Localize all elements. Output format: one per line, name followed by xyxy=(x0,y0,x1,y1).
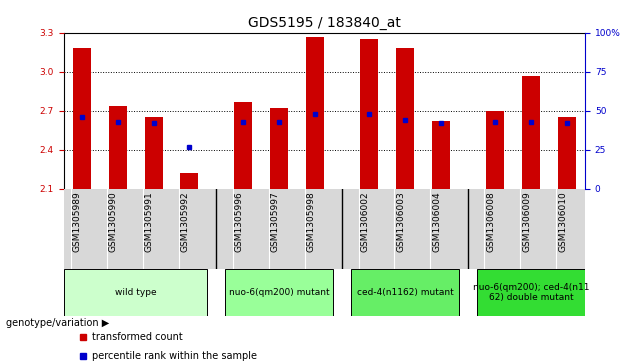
Text: GSM1305990: GSM1305990 xyxy=(109,191,118,252)
Bar xyxy=(109,106,127,189)
Bar xyxy=(522,76,540,189)
Bar xyxy=(181,173,198,189)
Text: nuo-6(qm200) mutant: nuo-6(qm200) mutant xyxy=(229,288,329,297)
Bar xyxy=(270,108,288,189)
Text: GSM1306010: GSM1306010 xyxy=(558,191,567,252)
Text: GSM1306004: GSM1306004 xyxy=(432,191,441,252)
Bar xyxy=(361,39,378,189)
Text: percentile rank within the sample: percentile rank within the sample xyxy=(92,351,257,361)
Text: wild type: wild type xyxy=(114,288,156,297)
Text: genotype/variation ▶: genotype/variation ▶ xyxy=(6,318,109,328)
Text: GSM1305997: GSM1305997 xyxy=(270,191,279,252)
Bar xyxy=(73,48,90,189)
Text: GSM1306002: GSM1306002 xyxy=(361,191,370,252)
Text: GSM1305991: GSM1305991 xyxy=(144,191,153,252)
Text: GSM1305996: GSM1305996 xyxy=(235,191,244,252)
Text: ced-4(n1162) mutant: ced-4(n1162) mutant xyxy=(357,288,453,297)
Bar xyxy=(64,269,207,316)
Text: GSM1306009: GSM1306009 xyxy=(522,191,531,252)
Text: transformed count: transformed count xyxy=(92,332,183,342)
Text: GSM1305992: GSM1305992 xyxy=(181,191,190,252)
Text: GSM1305998: GSM1305998 xyxy=(307,191,315,252)
Bar xyxy=(477,269,585,316)
Title: GDS5195 / 183840_at: GDS5195 / 183840_at xyxy=(248,16,401,30)
Bar xyxy=(351,269,459,316)
Text: GSM1306008: GSM1306008 xyxy=(486,191,495,252)
Bar xyxy=(486,111,504,189)
Text: nuo-6(qm200); ced-4(n11
62) double mutant: nuo-6(qm200); ced-4(n11 62) double mutan… xyxy=(473,282,590,302)
Bar xyxy=(307,37,324,189)
Text: GSM1306003: GSM1306003 xyxy=(396,191,405,252)
Bar xyxy=(225,269,333,316)
Bar xyxy=(558,117,576,189)
Bar xyxy=(235,102,252,189)
Text: GSM1305989: GSM1305989 xyxy=(73,191,81,252)
Bar xyxy=(432,121,450,189)
Bar xyxy=(396,48,414,189)
Bar xyxy=(144,117,163,189)
